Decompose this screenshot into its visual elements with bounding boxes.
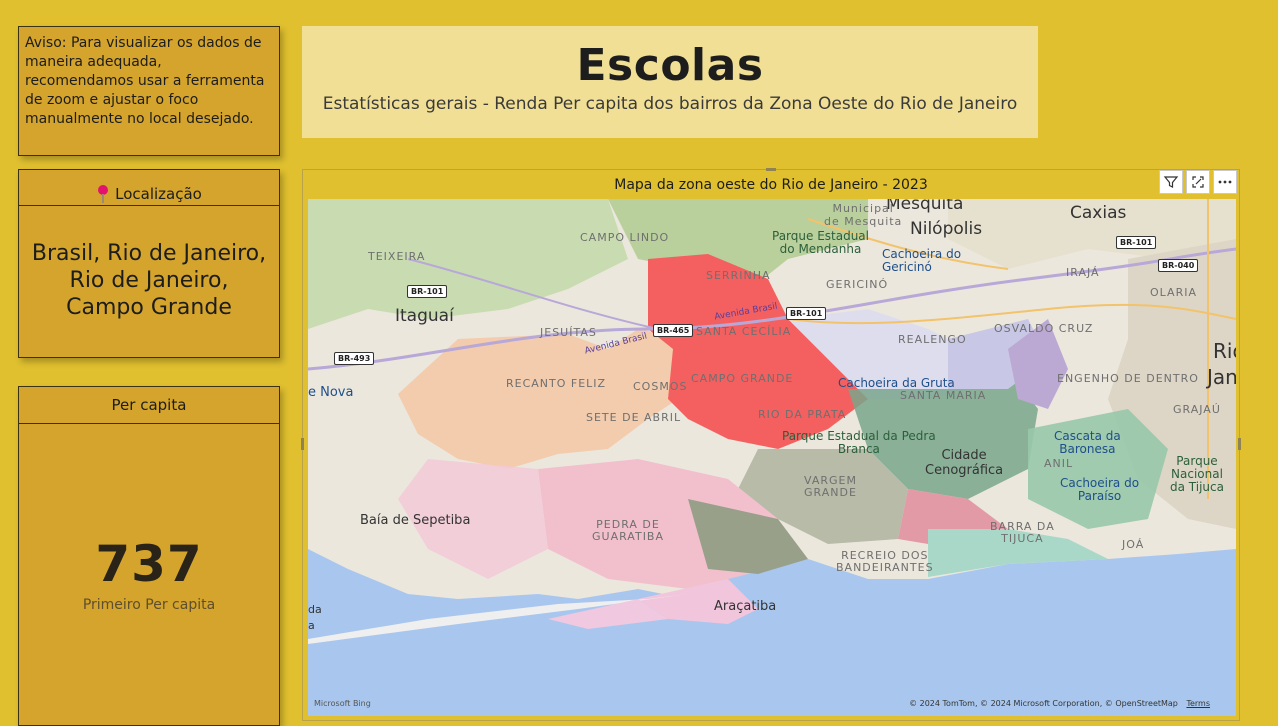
map-label: OSVALDO CRUZ	[994, 322, 1094, 335]
title-box: Escolas Estatísticas gerais - Renda Per …	[302, 26, 1038, 138]
map-label: ANIL	[1044, 457, 1074, 470]
map-label: SANTA CECÍLIA	[696, 325, 792, 338]
map-label: IRAJÁ	[1066, 266, 1100, 279]
highway-shield: BR-493	[334, 352, 375, 365]
highway-shield: BR-101	[786, 307, 827, 320]
map-label: e Nova	[308, 385, 354, 400]
focus-mode-icon	[1192, 176, 1204, 188]
map-label: Municipal de Mesquita	[824, 202, 903, 228]
map-label: Itaguaí	[395, 306, 454, 326]
page-subtitle: Estatísticas gerais - Renda Per capita d…	[322, 94, 1018, 114]
map-label: GERICINÓ	[826, 278, 889, 291]
map-label: COSMOS	[633, 380, 688, 393]
map-label: TEIXEIRA	[368, 250, 426, 263]
location-line: Rio de Janeiro,	[69, 268, 229, 293]
map-label: da	[308, 603, 322, 616]
location-header-label: Localização	[115, 185, 202, 203]
map-label: Parque Nacional da Tijuca	[1170, 454, 1224, 494]
highway-shield: BR-101	[1116, 236, 1157, 249]
warning-text: Aviso: Para visualizar os dados de manei…	[25, 35, 265, 127]
map-label: SERRINHA	[706, 269, 771, 282]
filter-icon	[1163, 176, 1179, 188]
more-options-icon	[1218, 180, 1232, 184]
map-label: GRAJAÚ	[1173, 403, 1221, 416]
map-layer	[308, 199, 1236, 644]
map-label: RIO DA PRATA	[758, 408, 847, 421]
map-label: BARRA DA TIJUCA	[990, 520, 1055, 545]
location-line: Brasil, Rio de Janeiro,	[31, 241, 267, 266]
per-capita-header: Per capita	[19, 387, 279, 424]
map-attribution: © 2024 TomTom, © 2024 Microsoft Corporat…	[909, 699, 1210, 708]
map-label: Parque Estadual da Pedra Branca	[782, 429, 936, 456]
resize-handle-left[interactable]	[301, 438, 304, 450]
map-label: PEDRA DE GUARATIBA	[592, 518, 665, 543]
map-label: Cachoeira do Gericinó	[882, 247, 962, 274]
warning-card: Aviso: Para visualizar os dados de manei…	[18, 26, 280, 156]
map-label: RECANTO FELIZ	[506, 377, 607, 390]
map-canvas[interactable]: Caxias Mesquita Nilópolis Municipal de M…	[308, 199, 1236, 716]
map-label: Baía de Sepetiba	[360, 513, 471, 528]
map-label: Araçatiba	[714, 599, 777, 614]
map-label: CAMPO GRANDE	[691, 372, 794, 385]
map-label: Rio	[1213, 339, 1236, 363]
bing-logo: Microsoft Bing	[314, 699, 371, 708]
map-label: SETE DE ABRIL	[586, 411, 682, 424]
map-visual[interactable]: Mapa da zona oeste do Rio de Janeiro - 2…	[301, 168, 1241, 721]
map-label: Nilópolis	[910, 219, 983, 239]
map-label: OLARIA	[1150, 286, 1197, 299]
map-label: Mesquita	[886, 199, 964, 214]
map-label: CAMPO LINDO	[580, 231, 670, 244]
map-label: Cascata da Baronesa	[1054, 429, 1121, 456]
location-value: Brasil, Rio de Janeiro, Rio de Janeiro, …	[19, 240, 279, 321]
page-title: Escolas	[576, 40, 764, 91]
location-header: Localização	[19, 170, 279, 206]
highway-shield: BR-101	[407, 285, 448, 298]
per-capita-card: Per capita 737 Primeiro Per capita	[18, 386, 280, 726]
per-capita-label: Primeiro Per capita	[82, 597, 216, 613]
map-label: JOÁ	[1122, 538, 1145, 551]
attribution-text: © 2024 TomTom, © 2024 Microsoft Corporat…	[909, 699, 1178, 708]
map-label: Cachoeira da Gruta	[838, 376, 955, 390]
map-label: REALENGO	[898, 333, 967, 346]
terms-link[interactable]: Terms	[1186, 699, 1210, 708]
resize-handle-right[interactable]	[1238, 438, 1241, 450]
map-label: RECREIO DOS BANDEIRANTES	[836, 549, 934, 574]
location-line: Campo Grande	[66, 295, 232, 320]
focus-mode-button[interactable]	[1186, 170, 1210, 194]
map-label: Cachoeira do Paraíso	[1060, 476, 1140, 503]
map-label: Caxias	[1070, 203, 1127, 223]
map-label: JESUÍTAS	[540, 326, 597, 339]
filter-button[interactable]	[1159, 170, 1183, 194]
more-options-button[interactable]	[1213, 170, 1237, 194]
per-capita-value: 737	[95, 535, 203, 593]
location-card: Localização Brasil, Rio de Janeiro, Rio …	[18, 169, 280, 358]
highway-shield: BR-465	[653, 324, 694, 337]
highway-shield: BR-040	[1158, 259, 1199, 272]
map-title: Mapa da zona oeste do Rio de Janeiro - 2…	[614, 177, 928, 193]
map-label: Parque Estadual do Mendanha	[772, 229, 869, 256]
map-label: ENGENHO DE DENTRO	[1057, 372, 1199, 385]
map-label: a	[308, 619, 315, 632]
map-label: SANTA MARIA	[900, 389, 987, 402]
map-label: Jan	[1207, 365, 1236, 389]
map-label: VARGEM GRANDE	[804, 474, 857, 499]
map-label: Cidade Cenográfica	[925, 448, 1004, 478]
resize-handle-top[interactable]	[766, 168, 776, 171]
map-pin-icon	[96, 185, 110, 203]
